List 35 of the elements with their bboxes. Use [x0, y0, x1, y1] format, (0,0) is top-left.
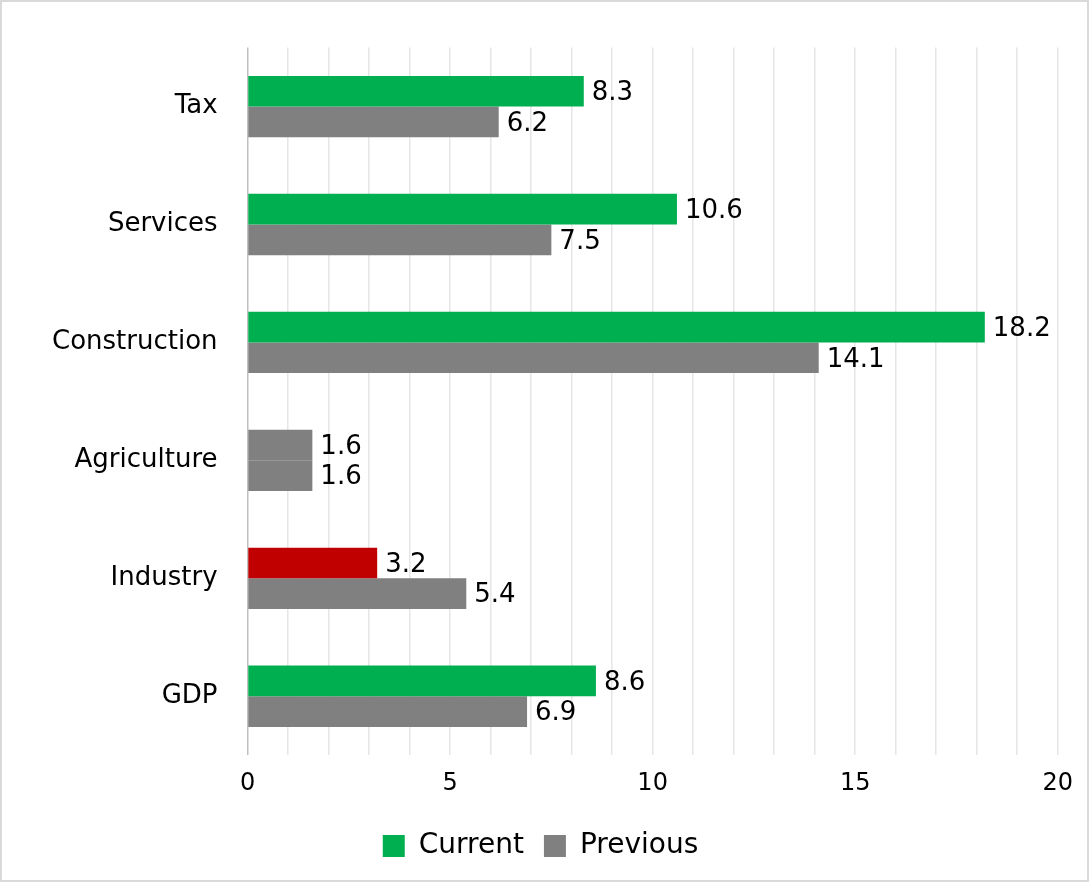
y-tick-label: Tax	[173, 89, 218, 120]
x-tick-label: 15	[839, 767, 871, 796]
bar	[248, 578, 467, 609]
y-tick-label: Services	[107, 207, 218, 238]
data-label: 10.6	[684, 193, 743, 224]
legend-label: Previous	[579, 827, 699, 861]
data-label: 5.4	[474, 578, 516, 609]
bar	[248, 75, 584, 107]
y-tick-label: Industry	[110, 561, 218, 592]
bar	[248, 311, 985, 343]
bar	[248, 547, 378, 579]
data-label: 18.2	[992, 311, 1051, 342]
legend-label: Current	[418, 827, 524, 861]
data-label: 6.2	[506, 106, 549, 137]
bar	[248, 106, 499, 138]
x-tick-label: 5	[442, 767, 458, 796]
bar	[248, 665, 596, 697]
y-tick-label: GDP	[161, 678, 218, 709]
x-tick-label: 0	[239, 767, 256, 796]
y-tick-label: Agriculture	[74, 443, 218, 474]
data-label: 1.6	[320, 460, 362, 491]
data-label: 8.3	[591, 75, 634, 106]
bar	[248, 342, 819, 374]
data-label: 3.2	[385, 547, 427, 578]
data-label: 1.6	[320, 429, 362, 460]
data-label: 7.5	[559, 224, 601, 255]
data-label: 6.9	[535, 696, 577, 727]
x-tick-label: 20	[1042, 767, 1073, 796]
y-tick-label: Construction	[52, 325, 218, 356]
bar	[248, 193, 677, 225]
data-label: 14.1	[826, 342, 885, 373]
bar	[248, 224, 552, 256]
x-tick-label: 10	[637, 767, 668, 796]
data-label: 8.6	[603, 665, 646, 696]
bar	[248, 696, 528, 727]
